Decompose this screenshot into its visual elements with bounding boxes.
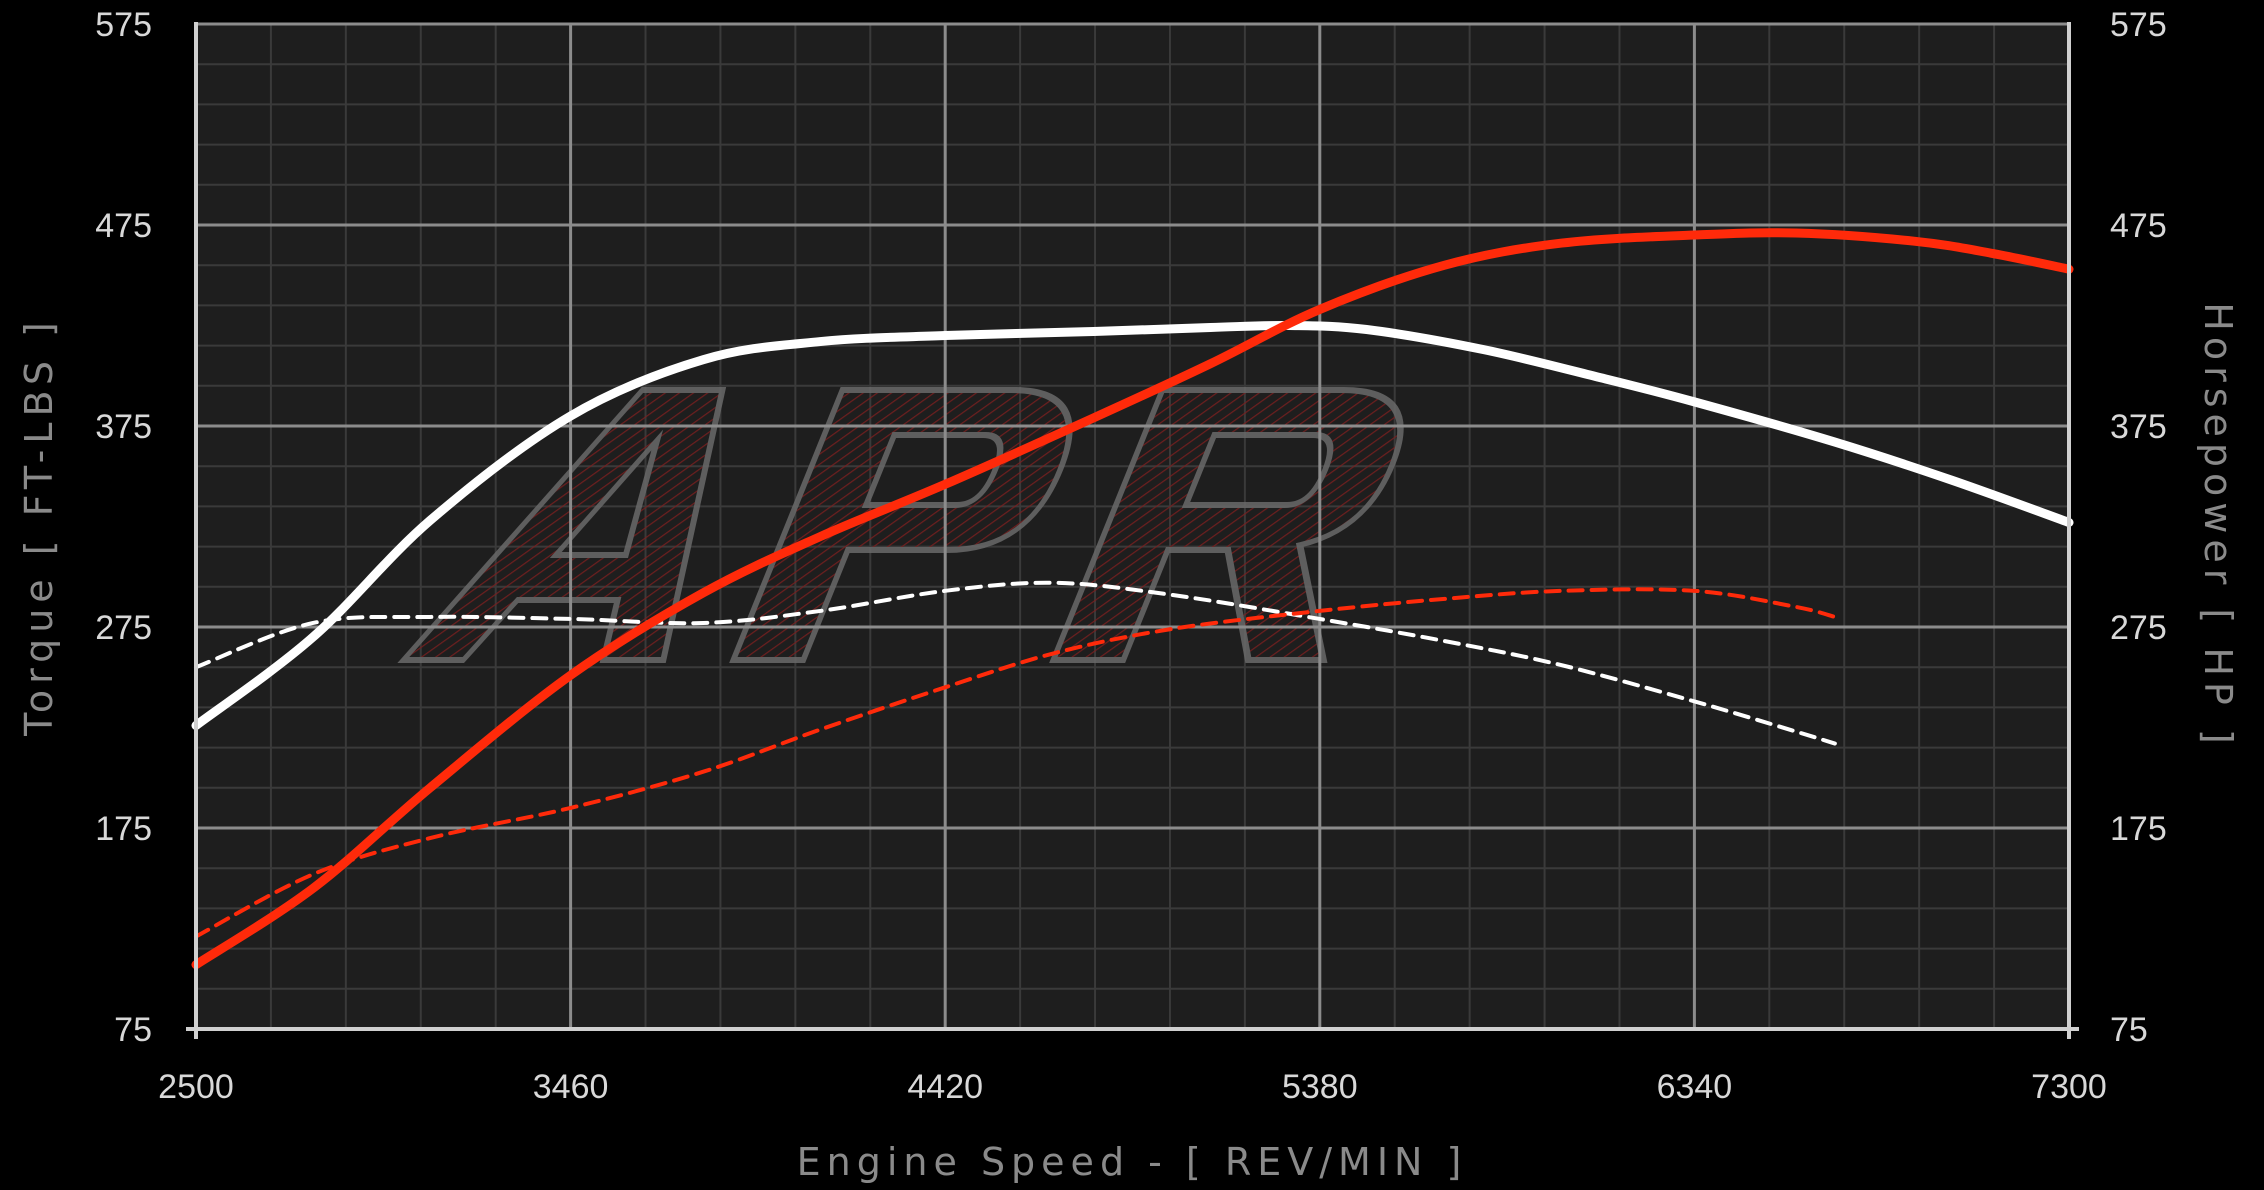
x-tick-labels: 2500 3460 4420 5380 6340 7300 bbox=[158, 1068, 2107, 1106]
left-y-tick-label: 375 bbox=[95, 408, 152, 446]
left-y-tick-label: 275 bbox=[95, 609, 152, 647]
series-line-stock-horsepower bbox=[194, 587, 1837, 939]
left-y-tick-label: 75 bbox=[114, 1011, 152, 1049]
left-y-tick-label: 475 bbox=[95, 207, 152, 245]
left-y-tick-label: 175 bbox=[95, 810, 152, 848]
right-y-tick-label: 375 bbox=[2110, 408, 2167, 446]
series-layer bbox=[191, 228, 2074, 970]
x-tick-label: 3460 bbox=[533, 1068, 609, 1106]
left-y-tick-label: 575 bbox=[95, 6, 152, 44]
series-line-stock-torque bbox=[194, 580, 1837, 746]
x-tick-label: 7300 bbox=[2031, 1068, 2107, 1106]
x-axis-title: Engine Speed - [ REV/MIN ] bbox=[797, 1140, 1468, 1184]
series-line-tuned-torque bbox=[191, 320, 2074, 730]
left-y-axis-title: Torque [ FT-LBS ] bbox=[17, 316, 61, 737]
x-tick-label: 4420 bbox=[907, 1068, 983, 1106]
right-y-tick-label: 475 bbox=[2110, 207, 2167, 245]
axis-lines bbox=[186, 22, 2079, 1039]
right-y-axis-title: Horsepower [ HP ] bbox=[2196, 302, 2240, 749]
right-y-tick-label: 75 bbox=[2110, 1011, 2148, 1049]
series-line-tuned-horsepower bbox=[191, 228, 2074, 970]
right-y-tick-label: 275 bbox=[2110, 609, 2167, 647]
x-tick-label: 5380 bbox=[1282, 1068, 1358, 1106]
right-y-tick-labels: 75 175 275 375 475 575 bbox=[2110, 6, 2167, 1049]
x-tick-label: 2500 bbox=[158, 1068, 234, 1106]
x-tick-label: 6340 bbox=[1657, 1068, 1733, 1106]
right-y-tick-label: 575 bbox=[2110, 6, 2167, 44]
right-y-tick-label: 175 bbox=[2110, 810, 2167, 848]
left-y-tick-labels: 75 175 275 375 475 575 bbox=[95, 6, 152, 1049]
apr-watermark bbox=[397, 387, 1404, 663]
